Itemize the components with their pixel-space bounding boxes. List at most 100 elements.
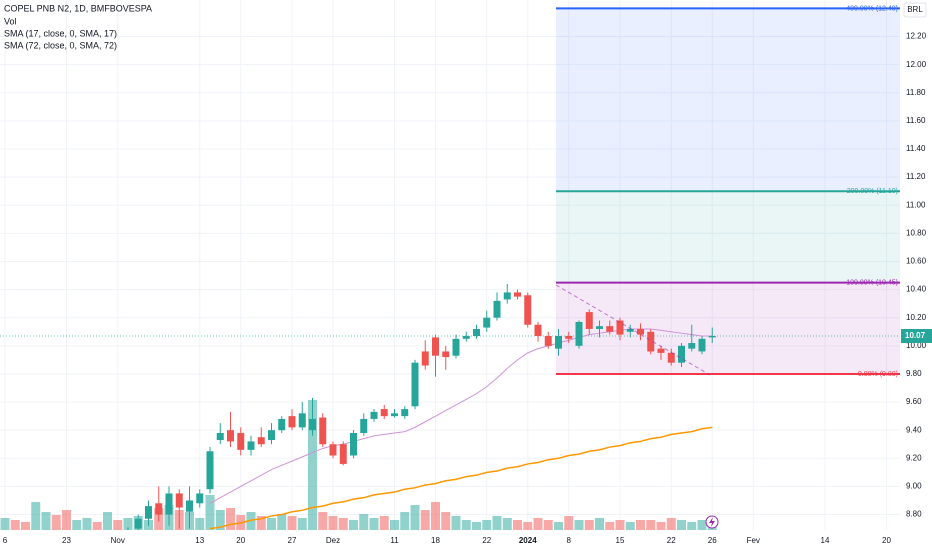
volume-bar (492, 516, 502, 530)
volume-bar (646, 520, 656, 530)
volume-bar (62, 510, 71, 530)
fib-zone (556, 8, 900, 192)
volume-bar (574, 520, 584, 530)
volume-bar (308, 400, 317, 530)
fib-retracement: 400.00% (12.40) 200.00% (11.10) 100.00% (1… (556, 5, 900, 378)
volume-bar (605, 522, 615, 530)
event-icon-glyph (709, 517, 715, 527)
volume-bar (697, 520, 707, 530)
candle-body (165, 493, 173, 515)
candle-body (309, 418, 316, 431)
currency-box[interactable] (903, 2, 927, 18)
x-tick-label: Nov (111, 536, 125, 545)
fib-label: 400.00% (12.40) (846, 5, 898, 12)
x-tick-label: 20 (882, 536, 891, 545)
candle-body (401, 409, 409, 417)
y-tick-label: 11.40 (906, 144, 926, 153)
candle-body (483, 317, 491, 328)
y-tick-label: 10.20 (906, 313, 927, 322)
volume-bar (267, 518, 276, 530)
candle-body (134, 518, 142, 529)
volume-bar (472, 522, 481, 530)
x-tick-label: 26 (708, 536, 717, 545)
volume-bar (123, 518, 133, 530)
volume-bar (431, 502, 440, 530)
x-tick-label: 13 (195, 536, 204, 545)
candle-body (247, 441, 255, 450)
volume-bar (349, 520, 358, 530)
indicator-label: SMA (17, close, 0, SMA, 17) (4, 28, 117, 38)
y-tick-label: 11.00 (906, 200, 926, 209)
candle-body (421, 351, 429, 366)
x-tick-label: Fev (747, 536, 760, 545)
volume-bar (72, 520, 82, 530)
trend-line (555, 284, 711, 376)
volume-bar (10, 520, 20, 530)
volume-bar (410, 505, 420, 530)
candle-body (452, 338, 460, 356)
candle-body (216, 432, 224, 441)
volume-bar (543, 520, 553, 530)
y-tick-label: 9.20 (906, 453, 922, 462)
candle-body (565, 335, 573, 339)
y-tick-label: 9.00 (906, 482, 922, 491)
candle-body (698, 338, 706, 352)
candle-body (288, 416, 296, 428)
candle-body (585, 312, 593, 329)
x-tick-label: Dez (326, 536, 340, 545)
x-tick-label: 15 (616, 536, 625, 545)
x-tick-label: 11 (390, 536, 399, 545)
candle-body (555, 335, 562, 349)
candle-body (616, 320, 624, 335)
volume-bar (636, 520, 645, 530)
y-tick-label: 10.00 (906, 341, 927, 350)
x-tick-label: 6 (3, 536, 8, 545)
candle-body (237, 432, 245, 450)
x-tick-label: 20 (236, 536, 245, 545)
candle-body (186, 500, 193, 512)
x-tick-label: 23 (62, 536, 71, 545)
candle-body (360, 418, 368, 433)
candle-body (503, 292, 511, 300)
volume-bar (195, 518, 205, 530)
volume-bar (554, 522, 563, 530)
y-tick-label: 10.40 (906, 285, 927, 294)
candle-body (370, 411, 378, 419)
candle-body (626, 328, 634, 332)
chart-title: COPEL PNB N2, 1D, BMFBOVESPA (4, 3, 152, 13)
candle-body (493, 300, 501, 318)
candle-body (596, 326, 603, 329)
candle-body (544, 335, 552, 346)
candle-body (514, 292, 521, 297)
grid (0, 0, 900, 530)
candle-body (268, 430, 275, 441)
volume-bar (328, 516, 338, 530)
volume-bar (595, 518, 604, 530)
volume-bar (523, 522, 533, 530)
x-tick-label: 27 (288, 536, 297, 545)
volume-bar (677, 520, 686, 530)
candle-body (575, 321, 583, 346)
y-tick-label: 9.40 (906, 425, 922, 434)
volume-bar (318, 512, 328, 530)
currency[interactable]: BRL (907, 5, 923, 14)
y-tick-label: 11.60 (906, 116, 926, 125)
volume-bar (226, 508, 235, 530)
volume-bar (297, 518, 307, 530)
candle-body (462, 335, 470, 339)
fib-zone (556, 191, 900, 283)
candle-body (380, 409, 388, 417)
y-tick-label: 10.80 (906, 228, 927, 237)
volume-bar (625, 522, 635, 530)
y-tick-label: 10.60 (906, 257, 927, 266)
candle-body (196, 493, 204, 504)
candle-body (432, 337, 439, 356)
candle-body (678, 345, 685, 363)
volume-bar (246, 512, 256, 530)
y-tick-label: 11.80 (906, 88, 926, 97)
volume-bar (369, 518, 379, 530)
volume-bar (615, 520, 625, 530)
sma-line (209, 426, 713, 530)
volume-bar (338, 518, 348, 530)
y-tick-label: 8.80 (906, 510, 922, 519)
